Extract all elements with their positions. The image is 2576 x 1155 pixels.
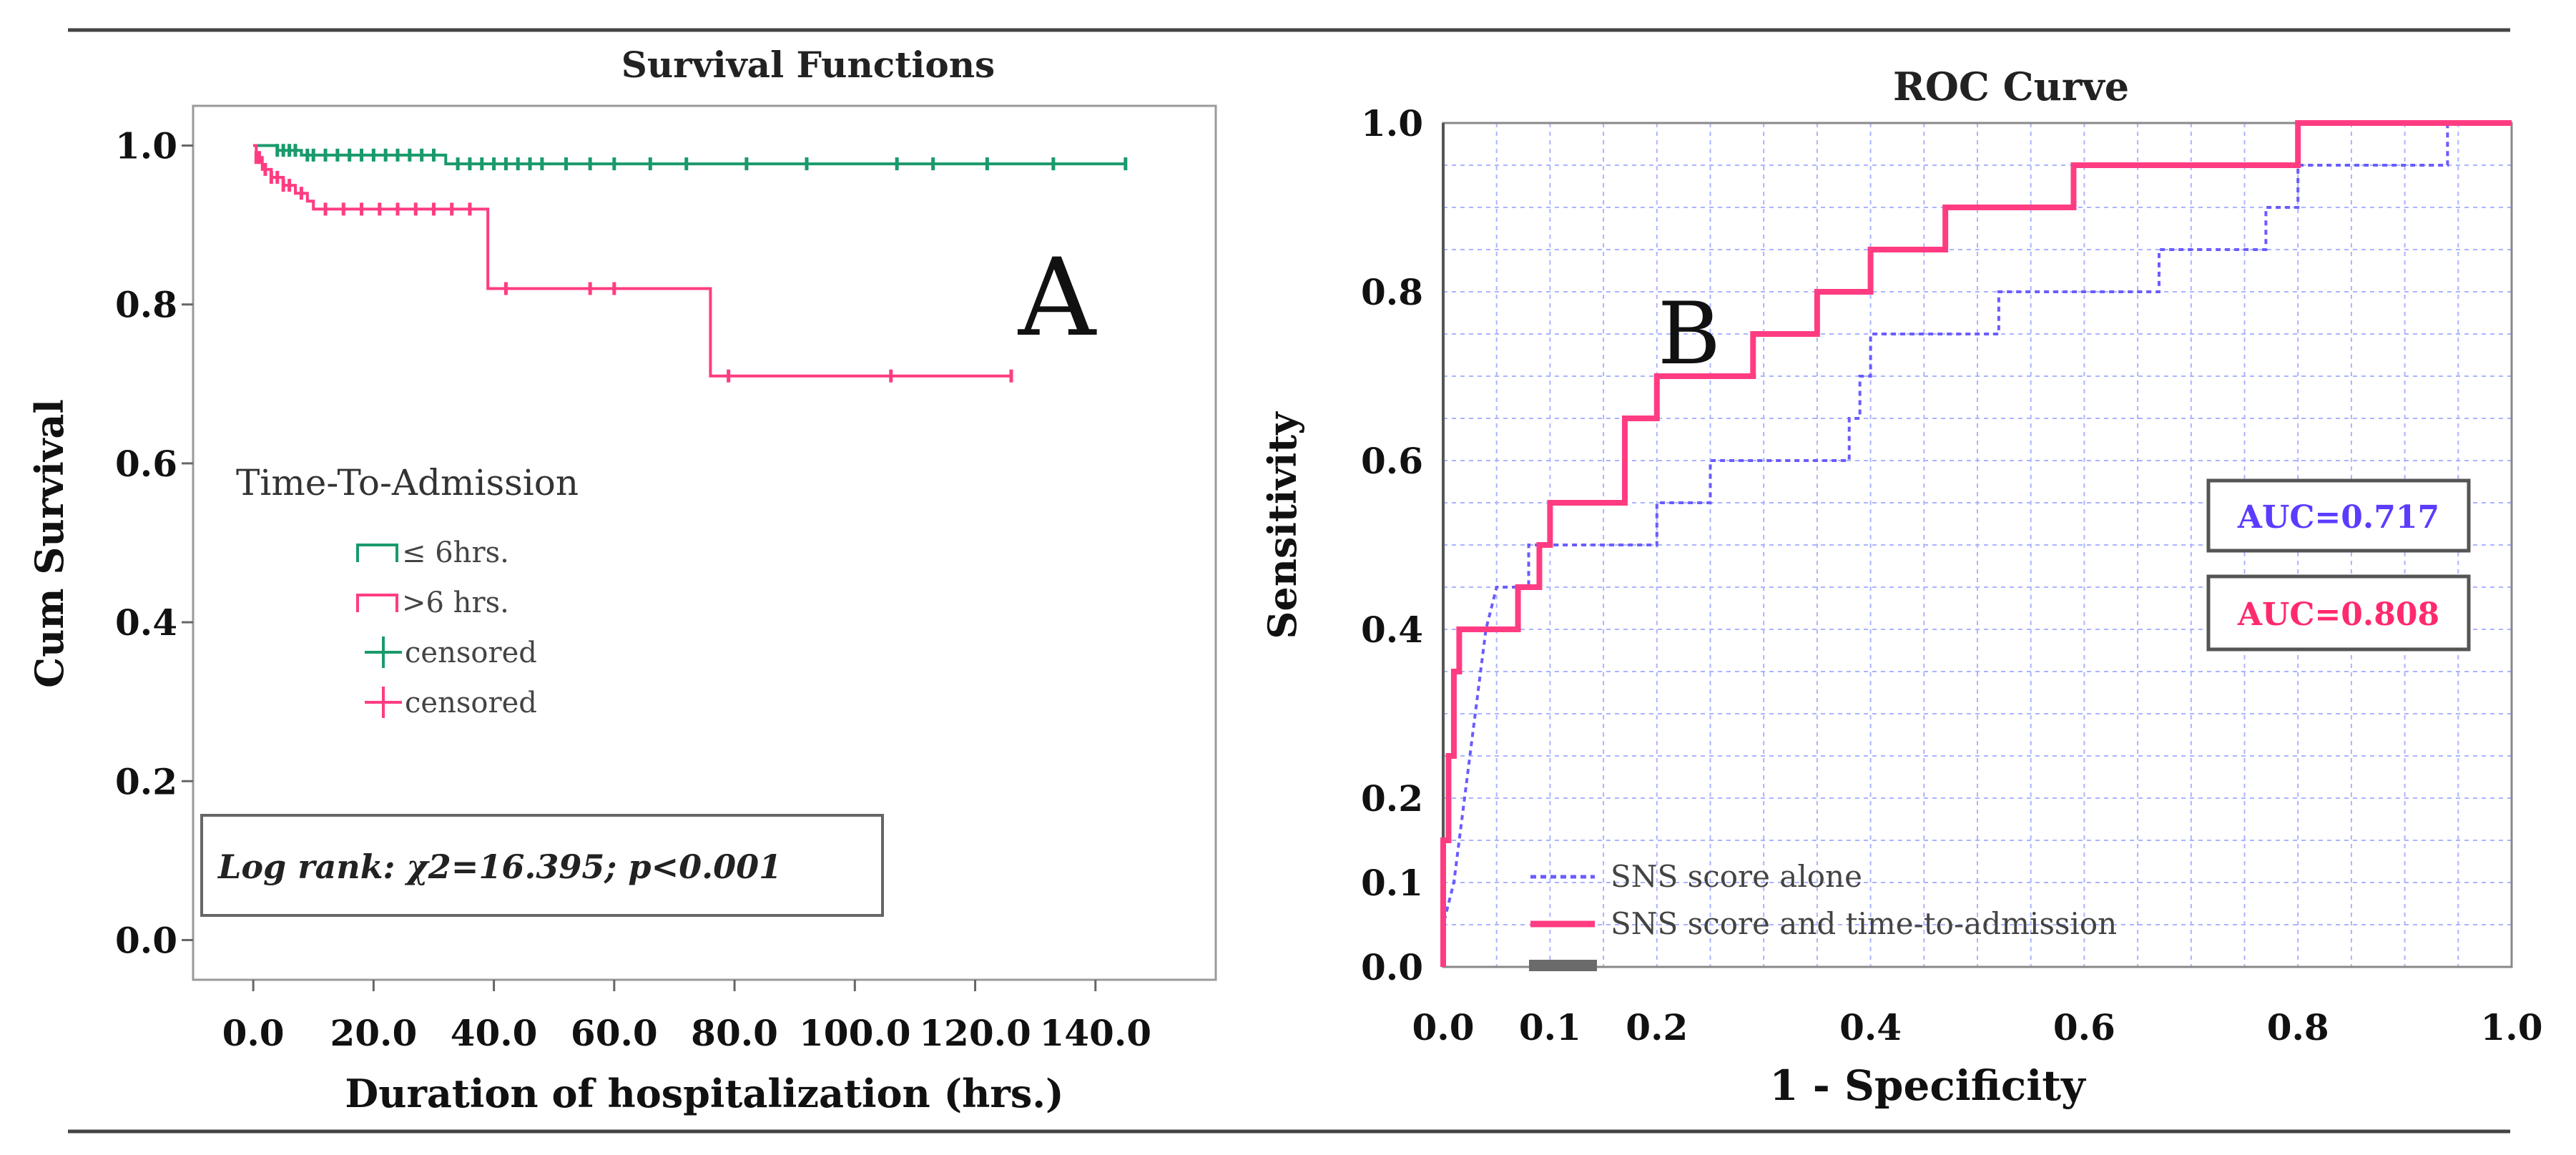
km-curve-gt6 [253,144,1011,378]
panel-a-axis-ticks: 0.0 20.0 40.0 60.0 80.0 100.0 120.0 140.0 0.0 0.2… [115,125,1151,1054]
panel-a-xtick-label: 60.0 [571,1012,658,1054]
panel-a-ytick-label: 1.0 [115,125,177,167]
panel-a-xlabel: Duration of hospitalization (hrs.) [345,1071,1063,1116]
panel-a-xtick-label: 120.0 [919,1012,1031,1054]
panel-b-legend: SNS score alone SNS score and time-to-ad… [1530,859,2117,941]
panel-a-letter: A [1018,236,1097,360]
panel-a: Survival Functions A Cum Survival Durati… [26,44,1217,1116]
panel-a-ylabel: Cum Survival [26,399,72,688]
panel-b-ytick-label: 0.1 [1361,862,1423,904]
legend-item-le6: ≤ 6hrs. [402,536,509,569]
legend-censored-icon-pink [365,687,402,718]
roc-curve-sns-alone [1442,122,2512,967]
auc-label-combined: AUC=0.808 [2237,596,2439,633]
panel-a-legend: Time-To-Admission ≤ 6hrs. >6 hrs. censor… [236,462,579,719]
panel-a-legend-title: Time-To-Admission [236,462,579,503]
panel-b-xtick-label: 0.4 [1839,1006,1902,1048]
panel-b-xtick-label: 1.0 [2481,1006,2543,1048]
panel-b-axis-marker [1529,960,1597,971]
panel-b-title: ROC Curve [1893,64,2129,109]
panel-b-ytick-label: 0.2 [1361,777,1423,820]
auc-box-sns: AUC=0.717 [2206,478,2471,553]
legend-item-gt6: >6 hrs. [402,586,509,619]
auc-box-combined: AUC=0.808 [2206,574,2471,652]
km-series-le6 [253,144,1128,171]
panel-b-xtick-label: 0.1 [1519,1006,1581,1048]
log-rank-text: Log rank: χ2=16.395; p<0.001 [217,847,782,886]
panel-b-xlabel: 1 - Specificity [1769,1061,2087,1110]
panel-b-xtick-label: 0.8 [2267,1006,2329,1048]
panel-b-letter: B [1658,285,1721,384]
panel-a-ytick-label: 0.6 [115,443,177,485]
legend-step-icon-pink [356,594,398,612]
panel-b-ylabel: Sensitivity [1259,411,1305,639]
panel-a-ytick-label: 0.4 [115,601,177,644]
auc-label-sns: AUC=0.717 [2237,499,2439,536]
panel-b-xtick-label: 0.0 [1412,1006,1475,1048]
legend-step-icon-green [356,544,398,562]
panel-a-ytick-label: 0.2 [115,760,177,802]
panel-a-xtick-label: 80.0 [691,1012,778,1054]
roc-curve-sns-combined [1440,120,2512,967]
panel-b: ROC Curve B Sensitivity 1 - Specificity … [1259,64,2543,1110]
panel-b-axis-ticks: 0.0 0.1 0.2 0.4 0.6 0.8 1.0 0.0 0.1 0.2 0.4 0.6 0.8 1… [1361,102,2543,1048]
panel-a-title: Survival Functions [621,44,995,86]
panel-a-ytick-label: 0.8 [115,284,177,326]
panel-a-ytick-label: 0.0 [115,919,177,961]
panel-b-ytick-label: 0.0 [1361,946,1423,988]
log-rank-annotation: Log rank: χ2=16.395; p<0.001 [200,814,884,917]
panel-b-xtick-label: 0.2 [1626,1006,1688,1048]
panel-b-ytick-label: 0.4 [1361,609,1423,651]
panel-b-ytick-label: 0.8 [1361,271,1423,313]
legend-item-censored-green: censored [405,637,537,669]
km-series-gt6 [253,144,1013,383]
panel-a-xtick-label: 100.0 [799,1012,911,1054]
panel-a-xtick-label: 20.0 [330,1012,417,1054]
legend-item-sns-combined: SNS score and time-to-admission [1611,906,2117,941]
legend-item-sns-alone: SNS score alone [1611,859,1862,894]
legend-item-censored-pink: censored [405,687,537,719]
panel-a-xtick-label: 40.0 [451,1012,538,1054]
legend-censored-icon-green [365,637,402,668]
panel-b-series [1440,120,2512,967]
panel-a-xtick-label: 0.0 [222,1012,285,1054]
panel-b-ytick-label: 0.6 [1361,440,1423,482]
panel-a-series [253,144,1128,383]
panel-b-xtick-label: 0.6 [2053,1006,2115,1048]
panel-a-xtick-label: 140.0 [1039,1012,1151,1054]
panel-b-ytick-label: 1.0 [1361,102,1423,144]
